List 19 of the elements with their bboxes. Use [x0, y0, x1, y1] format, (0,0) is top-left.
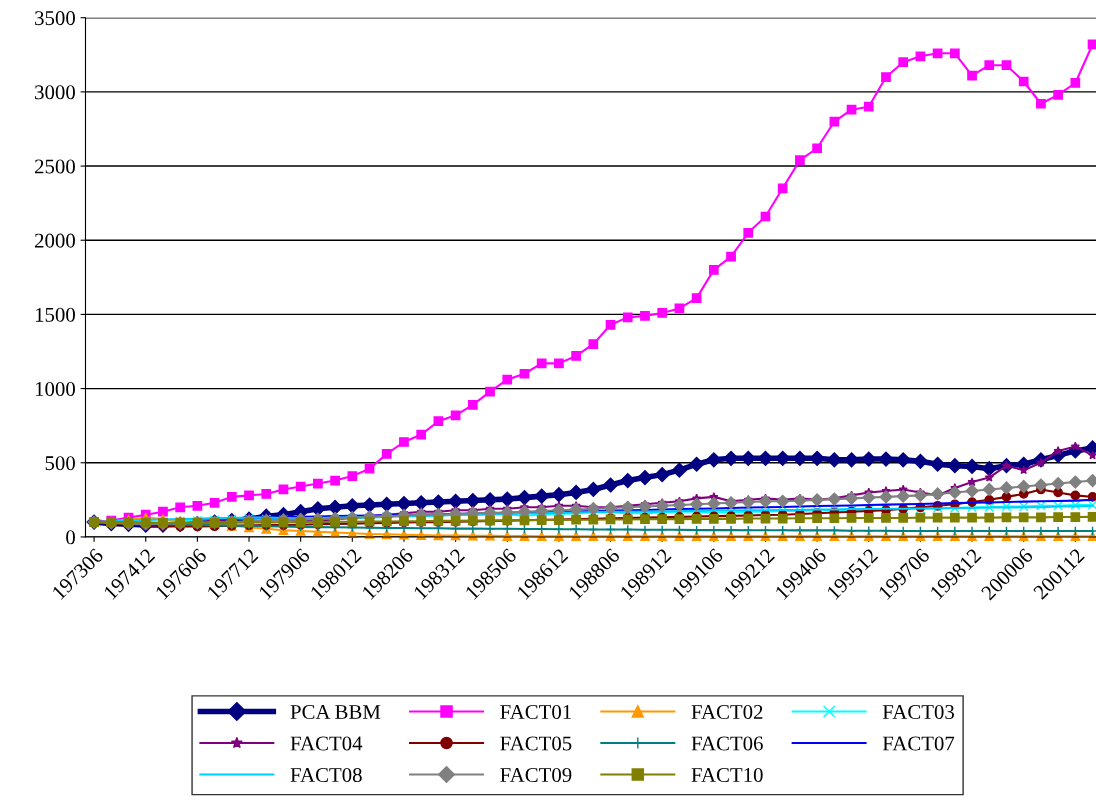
legend-label: PCA BBM	[290, 704, 381, 719]
y-tick-label: 500	[45, 456, 75, 471]
legend-label: FACT10	[691, 767, 763, 783]
y-tick-label: 0	[66, 530, 75, 545]
legend-label: FACT07	[882, 736, 955, 751]
y-tick-label: 3500	[35, 11, 75, 26]
legend-label: FACT03	[882, 704, 954, 719]
legend-label: FACT05	[500, 736, 572, 751]
legend-label: FACT02	[691, 704, 763, 719]
y-tick-label: 3000	[35, 85, 75, 100]
legend-label: FACT01	[500, 704, 571, 719]
legend-label: FACT04	[290, 736, 363, 751]
legend-label: FACT09	[500, 767, 572, 783]
y-tick-label: 2000	[35, 233, 75, 248]
legend-label: FACT08	[290, 767, 362, 783]
legend-label: FACT06	[691, 736, 763, 751]
y-tick-label: 2500	[35, 159, 75, 174]
y-tick-label: 1000	[35, 381, 75, 397]
y-tick-label: 1500	[35, 307, 75, 322]
